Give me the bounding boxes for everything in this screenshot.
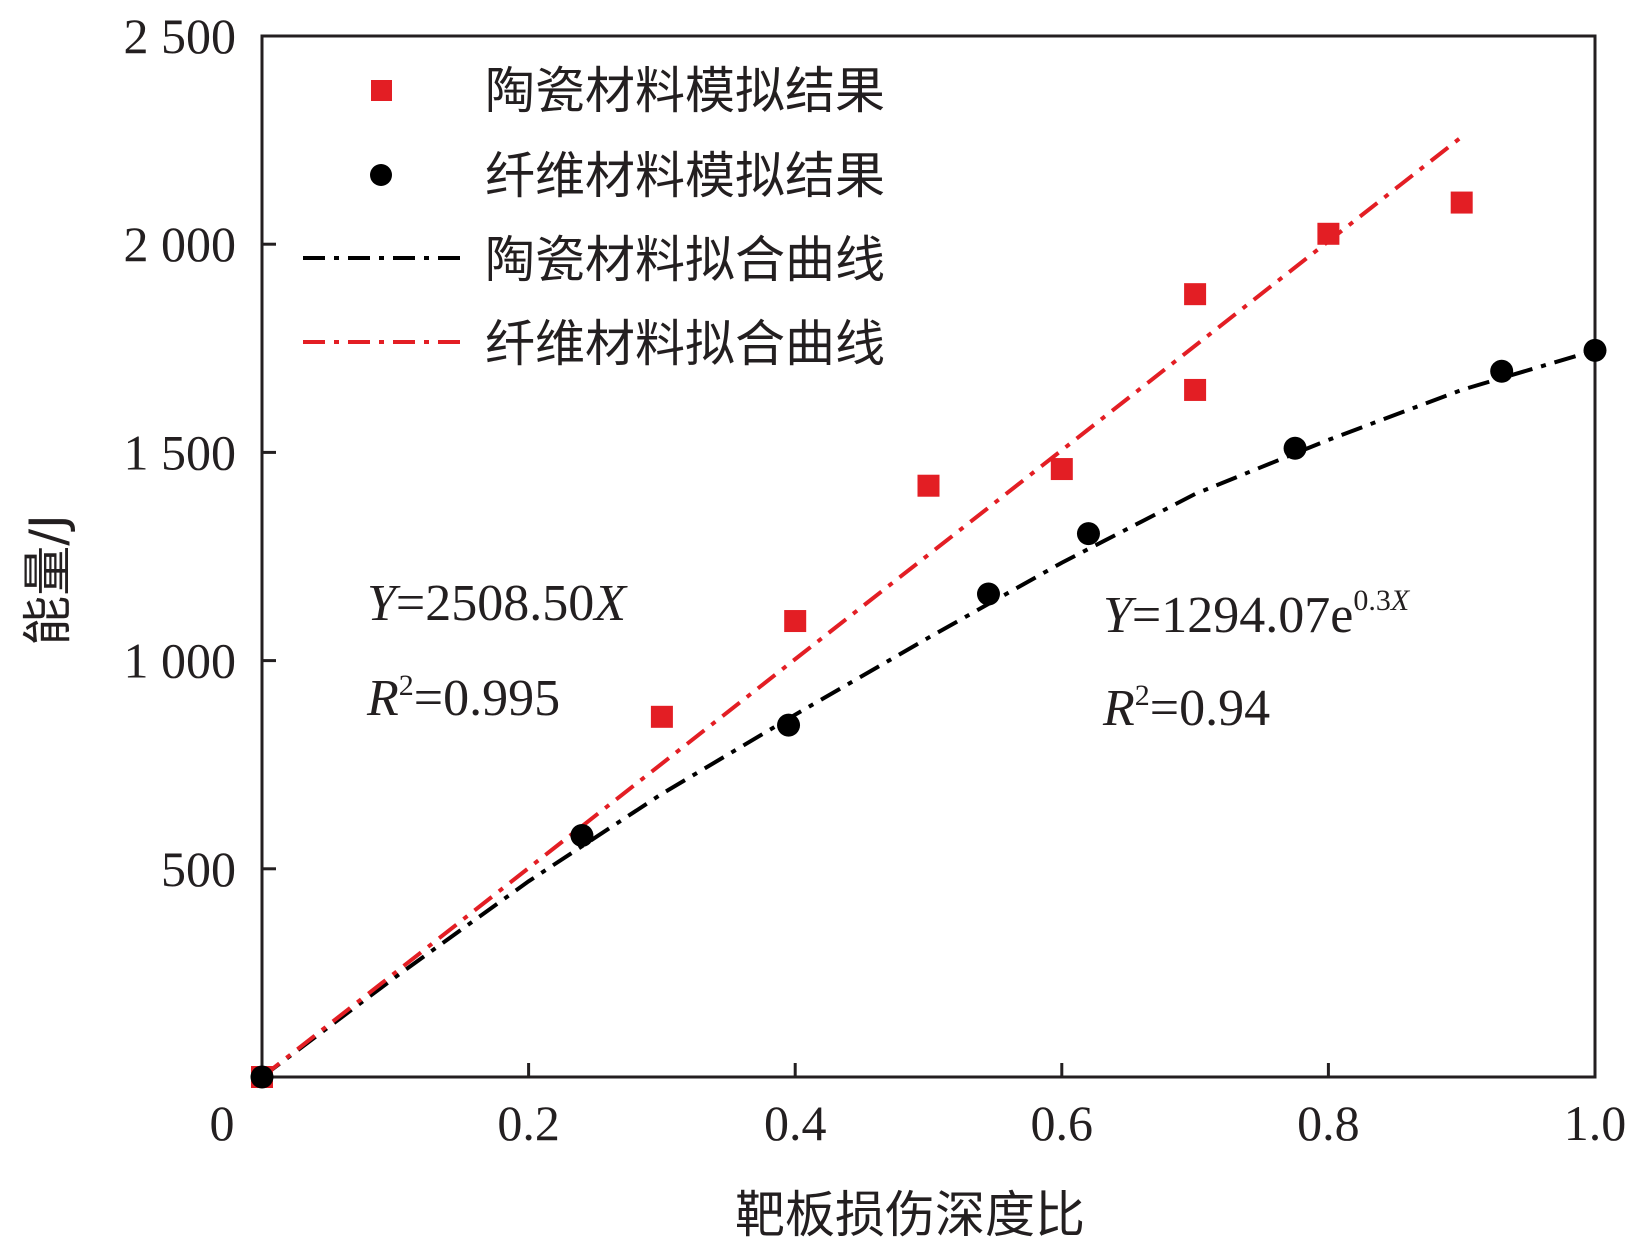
y-tick-label: 2 500: [124, 8, 237, 64]
legend: 陶瓷材料模拟结果 纤维材料模拟结果 陶瓷材料拟合曲线 纤维材料拟合曲线: [303, 62, 885, 373]
x-tick-label: 1.0: [1564, 1095, 1627, 1151]
x-tick-label: 0.8: [1297, 1095, 1360, 1151]
y-tick-label: 1 000: [124, 633, 237, 689]
fit-lines: [260, 135, 1596, 1079]
data-point-circle: [777, 713, 801, 737]
y-tick-label: 1 500: [124, 424, 237, 480]
fit-line: [260, 348, 1596, 1079]
equation-right: Y=1294.07e0.3X: [1103, 584, 1411, 644]
data-point-square: [917, 474, 940, 497]
legend-marker-ceramic-sim: [371, 80, 392, 101]
annotation-right: Y=1294.07e0.3X R2=0.94: [1102, 584, 1411, 737]
legend-marker-fiber-sim: [370, 164, 392, 186]
r-squared-right: R2=0.94: [1102, 679, 1270, 737]
plot-frame: [260, 34, 1597, 1079]
data-point-square: [1450, 191, 1473, 214]
r-squared-left: R2=0.995: [366, 669, 560, 727]
tick-labels: 0 0.2 0.4 0.6 0.8 1.0 500 1 000 1 500 2 000 2 500: [124, 8, 1627, 1151]
data-point-square: [784, 610, 807, 633]
y-axis-title: 能量/J: [19, 514, 77, 646]
data-point-circle: [1583, 338, 1607, 362]
data-point-circle: [976, 582, 1000, 606]
data-point-circle: [570, 823, 594, 847]
data-point-square: [1317, 222, 1340, 245]
x-tick-label: 0.6: [1031, 1095, 1094, 1151]
data-point-square: [1050, 458, 1073, 481]
axis-ticks: [262, 242, 1330, 1077]
data-point-circle: [1283, 436, 1307, 460]
data-point-square: [650, 705, 673, 728]
annotation-left: Y=2508.50X R2=0.995: [366, 575, 628, 727]
x-tick-label: 0: [210, 1095, 235, 1151]
x-axis-title: 靶板损伤深度比: [735, 1186, 1085, 1244]
data-point-square: [1184, 283, 1207, 306]
data-point-circle: [1490, 359, 1514, 383]
data-points: [250, 191, 1607, 1089]
x-tick-label: 0.2: [497, 1095, 560, 1151]
data-point-square: [1184, 378, 1207, 401]
legend-label-ceramic-sim: 陶瓷材料模拟结果: [485, 62, 885, 120]
y-tick-label: 2 000: [124, 216, 237, 272]
x-tick-label: 0.4: [764, 1095, 827, 1151]
fit-line: [260, 135, 1463, 1079]
plot-border: [260, 34, 1597, 1079]
legend-label-ceramic-fit: 陶瓷材料拟合曲线: [485, 231, 885, 289]
y-tick-label: 500: [161, 841, 236, 897]
legend-label-fiber-fit: 纤维材料拟合曲线: [485, 315, 885, 373]
data-point-circle: [1076, 522, 1100, 546]
data-point-circle: [250, 1065, 274, 1089]
equation-left: Y=2508.50X: [367, 575, 628, 632]
legend-label-fiber-sim: 纤维材料模拟结果: [485, 147, 885, 205]
